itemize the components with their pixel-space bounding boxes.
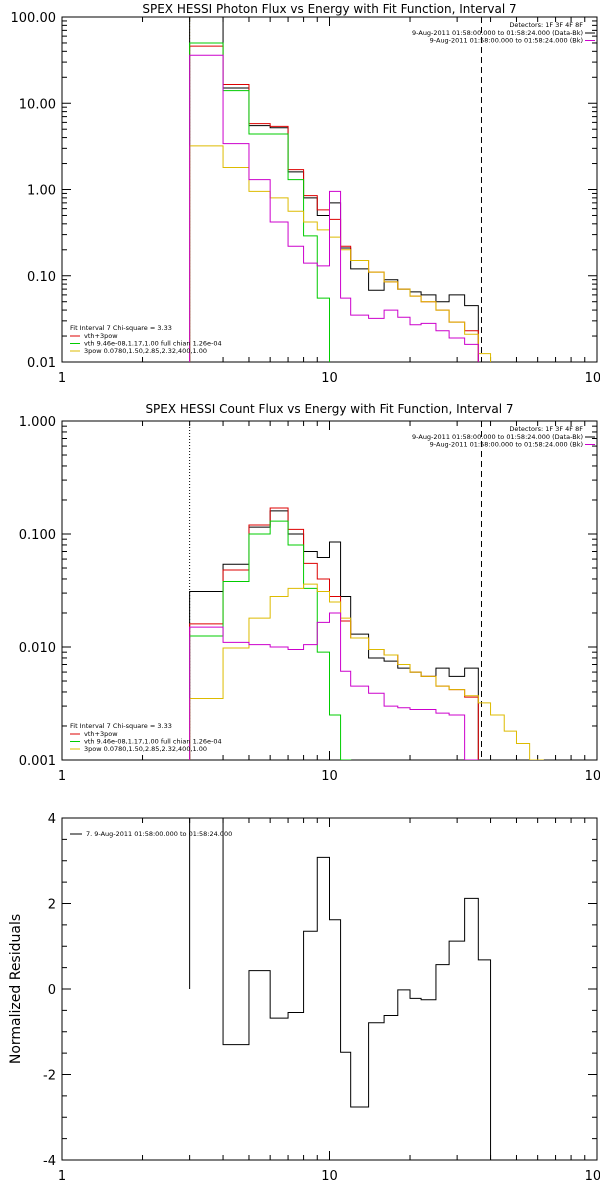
x-tick-label: 1	[58, 371, 66, 386]
y-tick-label: 1.00	[27, 184, 56, 199]
legend-entry: 7. 9-Aug-2011 01:58:00.000 to 01:58:24.0…	[86, 830, 232, 838]
legend-top-entry: 9-Aug-2011 01:58:00.000 to 01:58:24.000 …	[412, 29, 583, 37]
y-tick-label: 0.100	[19, 528, 56, 543]
plot-1: SPEX HESSI Photon Flux vs Energy with Fi…	[11, 2, 600, 386]
legend-top-entry: 9-Aug-2011 01:58:00.000 to 01:58:24.000 …	[430, 37, 583, 45]
legend-top-entry: 9-Aug-2011 01:58:00.000 to 01:58:24.000 …	[412, 433, 583, 441]
series-3-histogram	[189, 42, 330, 362]
legend-bottom-entry: vth+3pow	[84, 332, 118, 340]
y-tick-label: -2	[43, 1069, 56, 1084]
y-tick-label: 0.10	[27, 270, 56, 285]
series-1-histogram	[189, 818, 492, 1160]
plot-3: 1 10 100 -4 -2 0 2 4 Normalized Residuals 7. 9-Au…	[8, 812, 600, 1184]
y-tick-label: 0.010	[19, 641, 56, 656]
series-5-histogram	[189, 54, 479, 362]
plot-area	[189, 818, 492, 1160]
y-tick-label: 10.00	[19, 97, 56, 112]
legend-top-entry: 9-Aug-2011 01:58:00.000 to 01:58:24.000 …	[430, 441, 583, 449]
plot-area	[189, 421, 544, 760]
chart-title: SPEX HESSI Photon Flux vs Energy with Fi…	[142, 2, 516, 16]
y-tick-label: 0.01	[27, 356, 56, 371]
y-axis-label: Normalized Residuals	[8, 914, 24, 1064]
y-tick-label: 1.000	[19, 415, 56, 430]
x-tick-label: 100	[585, 371, 600, 386]
x-tick-label: 1	[58, 1169, 66, 1184]
series-2-histogram	[189, 45, 479, 362]
legend-bottom-entry: 3pow 0.0780,1.50,2.85,2.32,400,1.00	[84, 347, 207, 355]
x-tick-label: 10	[321, 769, 338, 784]
x-tick-label: 100	[585, 769, 600, 784]
y-tick-label: 100.00	[11, 11, 57, 26]
y-tick-label: 0.001	[19, 754, 56, 769]
legend-bottom-header: Fit Interval 7 Chi-square = 3.33	[70, 722, 172, 730]
series-1-histogram	[189, 510, 479, 760]
legend-top-header: Detectors: 1F 3F 4F 8F	[509, 425, 583, 433]
legend-bottom-entry: 3pow 0.0780,1.50,2.85,2.32,400,1.00	[84, 745, 207, 753]
legend-bottom-entry: vth 9.46e-08,1.17,1.00 full chian 1.26e-…	[84, 340, 222, 348]
series-5-histogram	[189, 612, 479, 760]
series-3-histogram	[189, 520, 352, 760]
chart-title: SPEX HESSI Count Flux vs Energy with Fit…	[145, 402, 513, 416]
x-tick-label: 10	[321, 1169, 338, 1184]
series-4-histogram	[189, 583, 544, 760]
legend-top-header: Detectors: 1F 3F 4F 8F	[509, 21, 583, 29]
x-tick-label: 10	[321, 371, 338, 386]
legend-bottom-header: Fit Interval 7 Chi-square = 3.33	[70, 324, 172, 332]
y-tick-label: 0	[48, 983, 56, 998]
series-1-histogram	[189, 17, 479, 362]
legend-bottom-entry: vth+3pow	[84, 730, 118, 738]
series-2-histogram	[189, 507, 479, 760]
y-tick-label: -4	[43, 1154, 56, 1169]
plot-2: SPEX HESSI Count Flux vs Energy with Fit…	[19, 402, 600, 784]
plot-area	[189, 17, 492, 362]
x-tick-label: 100	[585, 1169, 600, 1184]
y-tick-label: 2	[48, 898, 56, 913]
y-tick-label: 4	[48, 812, 56, 827]
legend-bottom-entry: vth 9.46e-08,1.17,1.00 full chian 1.26e-…	[84, 738, 222, 746]
x-tick-label: 1	[58, 769, 66, 784]
